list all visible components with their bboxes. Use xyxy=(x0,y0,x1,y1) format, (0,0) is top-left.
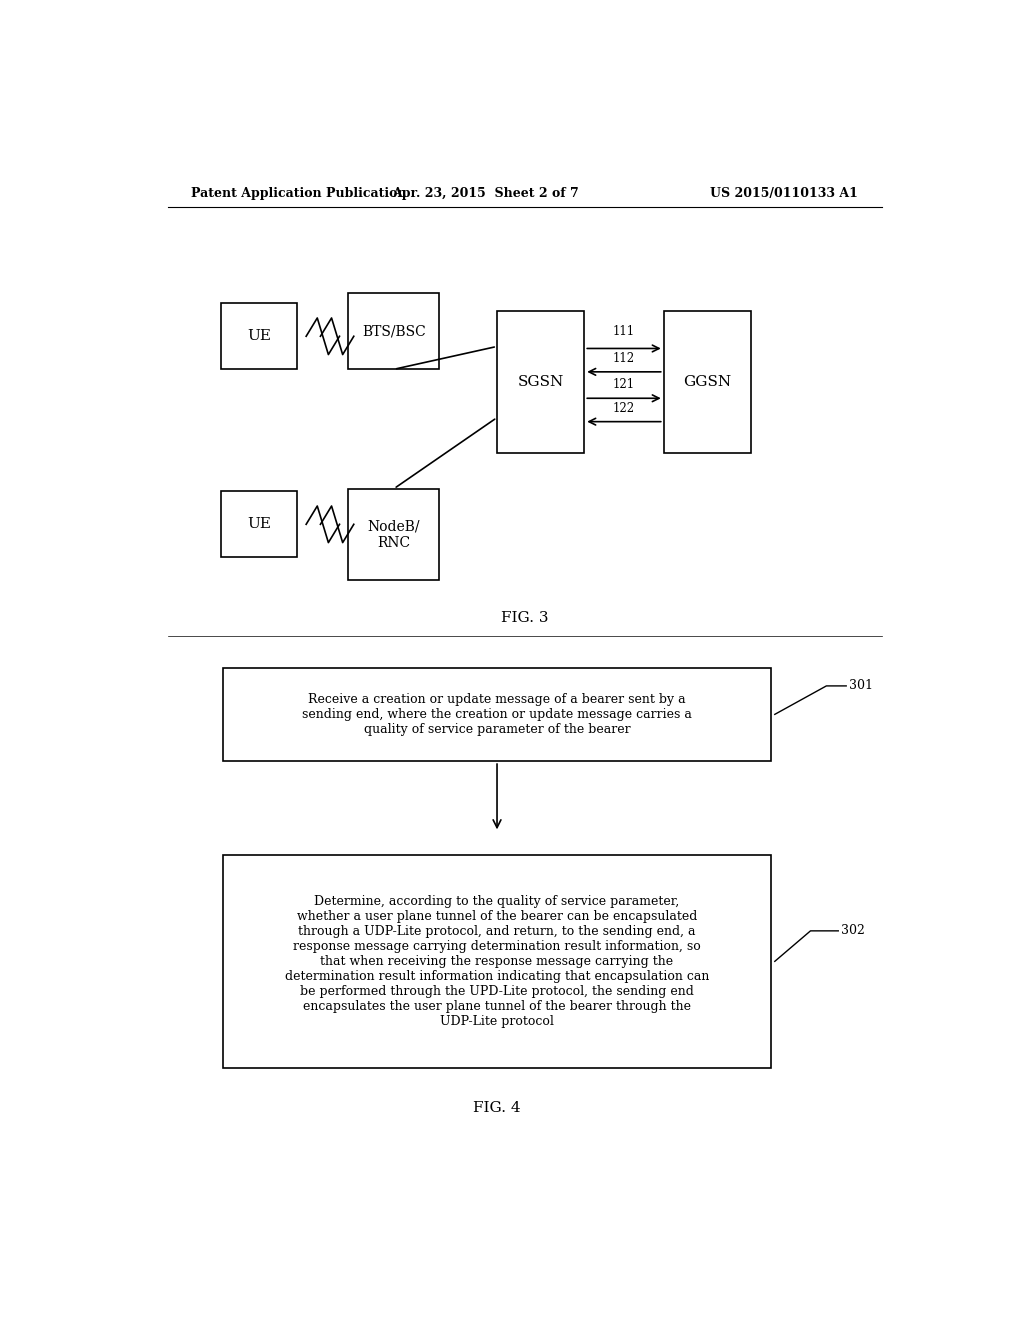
Text: Apr. 23, 2015  Sheet 2 of 7: Apr. 23, 2015 Sheet 2 of 7 xyxy=(392,187,579,201)
Text: FIG. 3: FIG. 3 xyxy=(501,611,549,624)
FancyBboxPatch shape xyxy=(664,312,751,453)
FancyBboxPatch shape xyxy=(221,304,297,370)
Text: 302: 302 xyxy=(841,924,864,937)
Text: GGSN: GGSN xyxy=(683,375,731,389)
Text: 301: 301 xyxy=(849,680,872,693)
Text: 122: 122 xyxy=(613,401,635,414)
FancyBboxPatch shape xyxy=(497,312,585,453)
Text: 111: 111 xyxy=(613,325,635,338)
Text: SGSN: SGSN xyxy=(517,375,564,389)
Text: Determine, according to the quality of service parameter,
whether a user plane t: Determine, according to the quality of s… xyxy=(285,895,710,1028)
Text: NodeB/
RNC: NodeB/ RNC xyxy=(368,519,420,549)
Text: FIG. 4: FIG. 4 xyxy=(473,1101,521,1114)
Text: 121: 121 xyxy=(613,378,635,391)
FancyBboxPatch shape xyxy=(223,668,771,762)
Text: Receive a creation or update message of a bearer sent by a
sending end, where th: Receive a creation or update message of … xyxy=(302,693,692,735)
Text: 112: 112 xyxy=(613,351,635,364)
Text: UE: UE xyxy=(247,329,271,343)
Text: Patent Application Publication: Patent Application Publication xyxy=(191,187,407,201)
FancyBboxPatch shape xyxy=(221,491,297,557)
Text: BTS/BSC: BTS/BSC xyxy=(361,325,426,338)
FancyBboxPatch shape xyxy=(348,488,439,581)
FancyBboxPatch shape xyxy=(348,293,439,370)
Text: US 2015/0110133 A1: US 2015/0110133 A1 xyxy=(711,187,858,201)
FancyBboxPatch shape xyxy=(223,854,771,1068)
Text: UE: UE xyxy=(247,517,271,532)
